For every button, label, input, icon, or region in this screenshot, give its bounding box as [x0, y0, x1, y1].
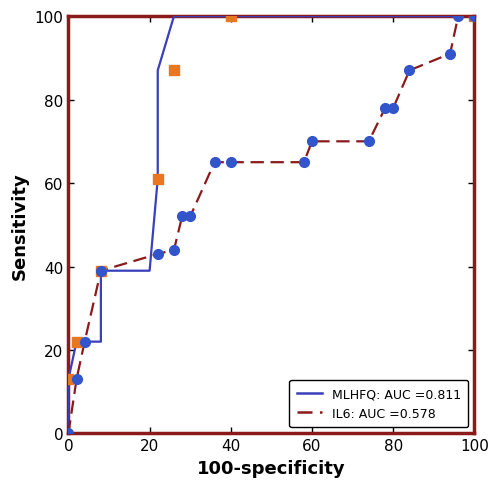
- Y-axis label: Sensitivity: Sensitivity: [11, 172, 29, 279]
- X-axis label: 100-specificity: 100-specificity: [197, 459, 346, 477]
- Legend: MLHFQ: AUC =0.811, IL6: AUC =0.578: MLHFQ: AUC =0.811, IL6: AUC =0.578: [289, 380, 468, 427]
